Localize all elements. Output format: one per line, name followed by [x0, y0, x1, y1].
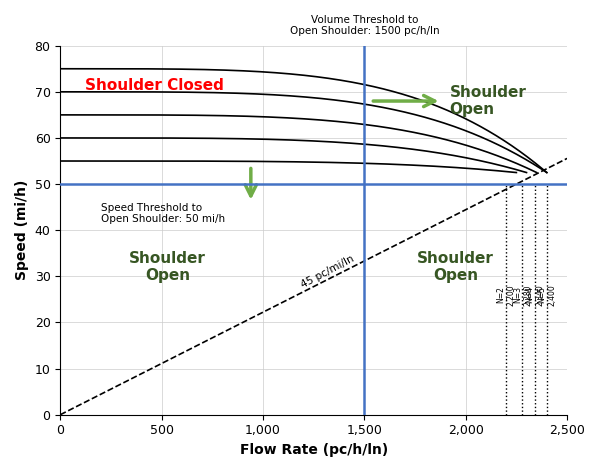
Y-axis label: Speed (mi/h): Speed (mi/h): [15, 180, 29, 280]
Text: Shoulder
Open: Shoulder Open: [129, 251, 206, 283]
Text: 45 pc/mi/ln: 45 pc/mi/ln: [299, 254, 356, 290]
Text: N=5
2,400: N=5 2,400: [537, 284, 556, 306]
Text: N=4
2,340: N=4 2,340: [525, 284, 544, 306]
Text: Shoulder
Open: Shoulder Open: [417, 251, 494, 283]
Text: N=2
2,200: N=2 2,200: [497, 284, 516, 305]
Text: Shoulder Closed: Shoulder Closed: [85, 78, 223, 93]
X-axis label: Flow Rate (pc/h/ln): Flow Rate (pc/h/ln): [239, 443, 388, 457]
Text: N=3
2,280: N=3 2,280: [513, 284, 532, 305]
Text: Speed Threshold to
Open Shoulder: 50 mi/h: Speed Threshold to Open Shoulder: 50 mi/…: [101, 202, 225, 224]
Text: Volume Threshold to
Open Shoulder: 1500 pc/h/ln: Volume Threshold to Open Shoulder: 1500 …: [290, 15, 439, 36]
Text: Shoulder
Open: Shoulder Open: [449, 85, 526, 117]
